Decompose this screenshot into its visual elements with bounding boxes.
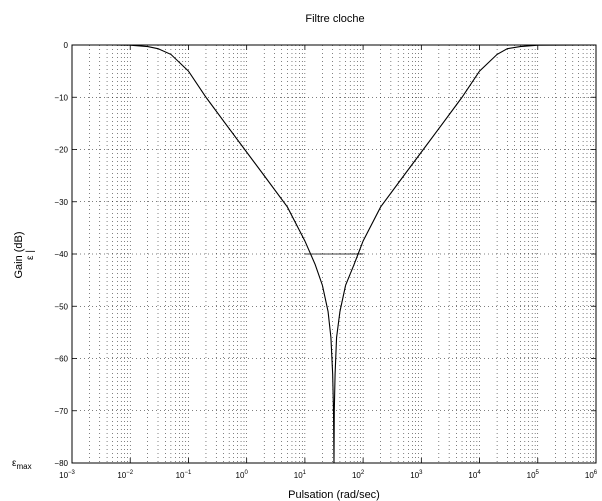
- y-tick-label: −60: [54, 355, 68, 364]
- x-tick-label: 10−3: [59, 470, 75, 480]
- y-axis-label: Gain (dB): [13, 231, 25, 278]
- x-tick-label: 10−1: [176, 470, 192, 480]
- y-tick-label: −50: [54, 302, 68, 311]
- y-axis-label-group: Gain (dB) ε|: [13, 231, 36, 278]
- x-tick-label: 10−2: [117, 470, 133, 480]
- y-tick-label: −10: [54, 93, 68, 102]
- plot-frame: [71, 44, 597, 464]
- x-tick-label: 101: [294, 470, 307, 480]
- epsilon-label: ε|: [25, 250, 36, 260]
- chart-title: Filtre cloche: [305, 13, 364, 25]
- y-tick-label: 0: [64, 41, 69, 50]
- x-axis-label: Pulsation (rad/sec): [288, 489, 380, 501]
- y-tick-label: −40: [54, 250, 68, 259]
- x-tick-label: 100: [236, 470, 249, 480]
- x-tick-label: 106: [585, 470, 598, 480]
- y-tick-label: −30: [54, 198, 68, 207]
- epsilon-max-label: εmax: [12, 458, 32, 471]
- series-gain-curve: [72, 44, 597, 464]
- y-tick-label: −80: [54, 459, 68, 468]
- y-axis-ticks: 0 −10 −20 −30 −40 −50 −60 −70 −80: [54, 41, 596, 468]
- y-tick-label: −20: [54, 146, 68, 155]
- x-axis-ticks: 10−3 10−2 10−1 100 101 102 103 104 105 106: [59, 45, 598, 480]
- x-tick-label: 104: [468, 470, 481, 480]
- x-tick-label: 105: [527, 470, 540, 480]
- x-tick-label: 103: [410, 470, 423, 480]
- y-tick-label: −70: [54, 407, 68, 416]
- x-tick-label: 102: [352, 470, 365, 480]
